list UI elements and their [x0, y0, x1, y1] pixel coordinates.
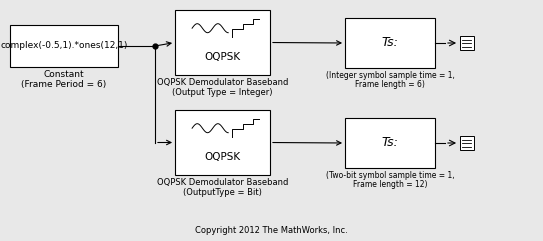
Text: Ts:: Ts:: [382, 36, 399, 49]
Text: Frame length = 6): Frame length = 6): [355, 80, 425, 89]
Text: Frame length = 12): Frame length = 12): [353, 180, 427, 189]
Text: Ts:: Ts:: [382, 136, 399, 149]
Text: (OutputType = Bit): (OutputType = Bit): [183, 188, 262, 197]
Text: Copyright 2012 The MathWorks, Inc.: Copyright 2012 The MathWorks, Inc.: [195, 226, 348, 235]
FancyBboxPatch shape: [345, 18, 435, 68]
Text: OQPSK Demodulator Baseband: OQPSK Demodulator Baseband: [157, 78, 288, 87]
Text: complex(-0.5,1).*ones(12,1): complex(-0.5,1).*ones(12,1): [1, 41, 128, 51]
Text: (Output Type = Integer): (Output Type = Integer): [172, 88, 273, 97]
FancyBboxPatch shape: [460, 136, 474, 150]
Text: OQPSK Demodulator Baseband: OQPSK Demodulator Baseband: [157, 178, 288, 187]
Text: OQPSK: OQPSK: [204, 52, 241, 62]
FancyBboxPatch shape: [175, 110, 270, 175]
Text: (Two-bit symbol sample time = 1,: (Two-bit symbol sample time = 1,: [326, 171, 454, 180]
FancyBboxPatch shape: [175, 10, 270, 75]
Text: OQPSK: OQPSK: [204, 152, 241, 162]
Text: (Integer symbol sample time = 1,: (Integer symbol sample time = 1,: [326, 71, 454, 80]
FancyBboxPatch shape: [10, 25, 118, 67]
FancyBboxPatch shape: [460, 36, 474, 50]
Text: Constant: Constant: [43, 70, 84, 79]
FancyBboxPatch shape: [345, 118, 435, 168]
Text: (Frame Period = 6): (Frame Period = 6): [21, 80, 106, 89]
